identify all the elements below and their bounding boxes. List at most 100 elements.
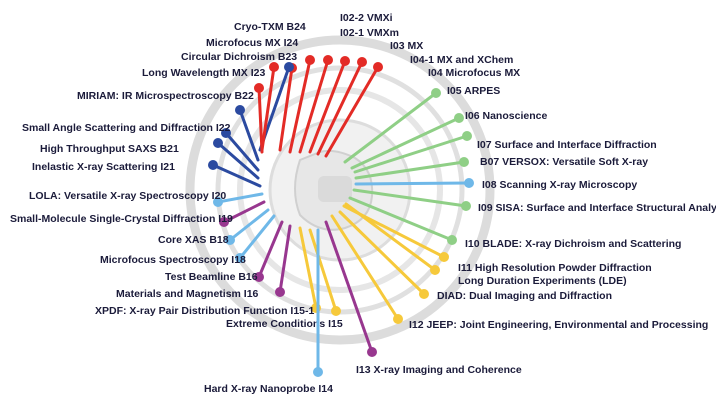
beamline-label: I04 Microfocus MX: [428, 67, 520, 79]
beamline-line: [308, 59, 347, 154]
beamline-endpoint: [430, 265, 440, 275]
beamline-endpoint: [323, 55, 333, 65]
beamline-layer: Cryo-TXM B24 I02-2 VMXi I02-1 VMXm Microfoc…: [10, 12, 716, 395]
beamline-endpoint: [213, 197, 223, 207]
beamline-b21: High Throughput SAXS B21: [40, 138, 260, 180]
beamline-endpoint: [284, 62, 294, 72]
beamline-line: [308, 228, 338, 313]
beamline-b22: MIRIAM: IR Microspectroscopy B22: [77, 90, 260, 162]
beamline-endpoint: [331, 306, 341, 316]
beamline-line: [343, 91, 438, 164]
beamline-i15: Extreme Conditions I15: [226, 228, 343, 330]
beamline-endpoint: [208, 160, 218, 170]
beamline-label: Cryo-TXM B24: [234, 21, 306, 33]
beamline-line: [211, 163, 262, 188]
beamline-i16: Materials and Magnetism I16: [116, 224, 292, 300]
beamline-endpoint: [313, 367, 323, 377]
beamline-label: Test Beamline B16: [165, 271, 258, 283]
beamline-b18: Core XAS B18: [158, 208, 270, 246]
beamline-label: High Throughput SAXS B21: [40, 143, 179, 155]
beamline-label: I12 JEEP: Joint Engineering, Environment…: [409, 319, 708, 331]
beamline-line: [260, 65, 276, 152]
beamline-endpoint: [219, 217, 229, 227]
linac: [318, 176, 352, 202]
beamline-line: [257, 86, 264, 154]
beamline-endpoint: [221, 128, 231, 138]
beamline-endpoint: [447, 235, 457, 245]
beamline-line: [354, 181, 471, 186]
beamline-i15-1: XPDF: X-ray Pair Distribution Function I…: [95, 226, 321, 317]
beamline-i02-2: I02-2 VMXi: [288, 12, 393, 154]
beamline-label: Inelastic X-ray Scattering I21: [32, 161, 175, 173]
beamline-i03: I03 MX: [308, 40, 423, 154]
beamline-endpoint: [340, 56, 350, 66]
beamline-label: XPDF: X-ray Pair Distribution Function I…: [95, 305, 315, 317]
beamline-label: B07 VERSOX: Versatile Soft X-ray: [480, 156, 648, 168]
beamline-i18: Microfocus Spectroscopy I18: [100, 214, 276, 266]
beamline-endpoint: [454, 113, 464, 123]
beamline-line: [238, 108, 260, 162]
beamline-endpoint: [213, 138, 223, 148]
beamline-line: [324, 220, 374, 354]
beamline-endpoint: [225, 235, 235, 245]
beamline-endpoint: [439, 252, 449, 262]
beamline-endpoint: [269, 62, 279, 72]
beamline-i04: I04 Microfocus MX: [324, 62, 520, 158]
beamline-endpoint: [419, 289, 429, 299]
beamline-label: I06 Nanoscience: [465, 110, 547, 122]
beamline-label: I10 BLADE: X-ray Dichroism and Scatterin…: [465, 238, 681, 250]
beamline-endpoint: [462, 131, 472, 141]
beamline-endpoint: [464, 178, 474, 188]
beamline-i12: I12 JEEP: Joint Engineering, Environment…: [330, 214, 708, 331]
beamline-line: [348, 196, 454, 242]
beamline-line: [353, 134, 469, 174]
beamline-endpoint: [235, 253, 245, 263]
beamline-label: Materials and Magnetism I16: [116, 288, 259, 300]
beamline-endpoint: [459, 157, 469, 167]
beamline-endpoint: [461, 201, 471, 211]
beamline-endpoint: [254, 272, 264, 282]
beamline-label: Small-Molecule Single-Crystal Diffractio…: [10, 213, 233, 225]
beamline-label: DIAD: Dual Imaging and Diffraction: [437, 290, 612, 302]
beamline-i21: Inelastic X-ray Scattering I21: [32, 160, 262, 188]
beamline-i05: I05 ARPES: [343, 85, 500, 164]
outer-ring: [185, 35, 495, 345]
beamline-line: [224, 131, 260, 172]
beamline-i09: I09 SISA: Surface and Interface Structur…: [352, 188, 716, 214]
beamline-line: [342, 204, 446, 259]
beamline-line: [354, 160, 466, 180]
beamline-line: [278, 224, 292, 294]
beamline-line: [338, 210, 426, 296]
beamline-k11: DIAD: Dual Imaging and Diffraction: [338, 210, 612, 302]
beamline-line: [216, 192, 264, 204]
beamline-label: Core XAS B18: [158, 234, 229, 246]
beamline-line: [278, 66, 294, 152]
beamline-i04-1: I04-1 MX and XChem: [316, 54, 513, 156]
beamline-label: MIRIAM: IR Microspectroscopy B22: [77, 90, 254, 102]
beamline-label: I05 ARPES: [447, 85, 500, 97]
beamline-line: [228, 208, 270, 242]
beamline-line: [298, 58, 330, 154]
beamline-line: [257, 220, 284, 279]
beamline-label: LOLA: Versatile X-ray Spectroscopy I20: [29, 190, 226, 202]
beamline-i06: I06 Nanoscience: [350, 110, 547, 170]
beamline-line: [330, 214, 400, 321]
beamline-b16: Test Beamline B16: [165, 220, 284, 283]
beamline-endpoint: [305, 55, 315, 65]
beamline-i10: I10 BLADE: X-ray Dichroism and Scatterin…: [348, 196, 681, 250]
beamline-line: [352, 188, 468, 208]
beamline-label: I11 High Resolution Powder Diffraction: [458, 262, 652, 274]
beamline-i14: Hard X-ray Nanoprobe I14: [204, 228, 333, 395]
beamline-line: [216, 141, 260, 180]
beamline-i11-lde: Long Duration Experiments (LDE): [342, 204, 627, 287]
beamline-b23: Circular Dichroism B23: [181, 51, 297, 152]
beamline-line: [350, 116, 461, 170]
beamline-label: I07 Surface and Interface Diffraction: [477, 139, 657, 151]
beamline-i20: LOLA: Versatile X-ray Spectroscopy I20: [29, 190, 264, 207]
beamline-label: Small Angle Scattering and Diffraction I…: [22, 122, 231, 134]
beamline-label: Extreme Conditions I15: [226, 318, 343, 330]
inner-ring: [237, 87, 443, 293]
beamline-b07: B07 VERSOX: Versatile Soft X-ray: [354, 156, 648, 180]
beamline-label: I04-1 MX and XChem: [410, 54, 513, 66]
